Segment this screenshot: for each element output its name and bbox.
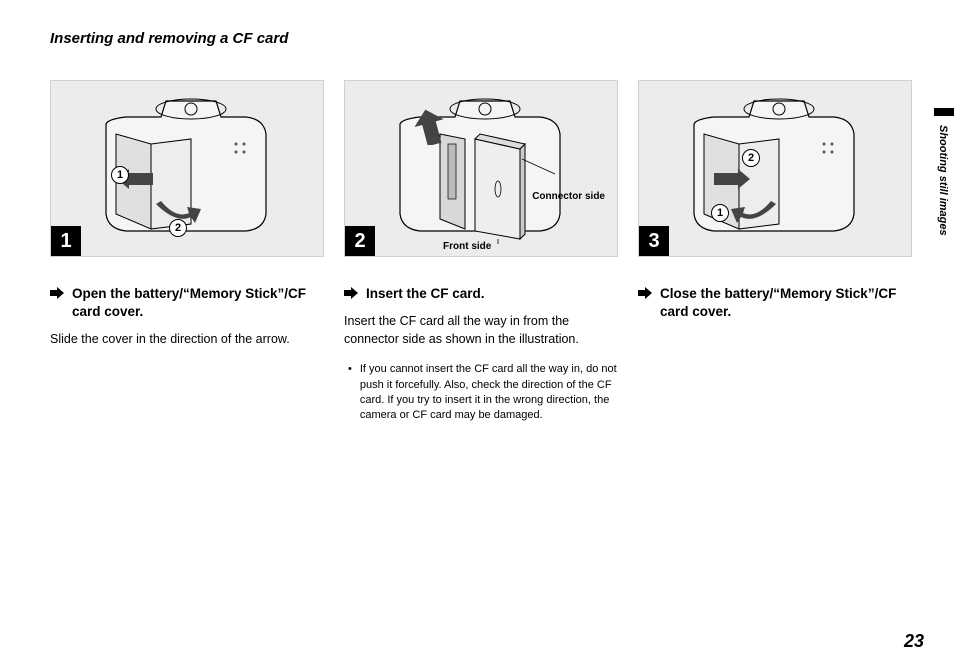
step-2-heading: Insert the CF card. [344,285,618,303]
steps-row: 1 2 1 Open the battery/“Memory Stick”/CF… [50,80,912,424]
step-2: Connector side Front side 2 Insert the C… [344,80,618,424]
heading-arrow-icon [638,287,652,299]
step-1-illustration: 1 2 1 [50,80,324,257]
step-3: 2 1 3 Close the battery/“Memory Stick”/C… [638,80,912,424]
step-number-box: 2 [345,226,375,256]
step-number-box: 1 [51,226,81,256]
callout-connector: Connector side [532,191,605,202]
step-3-heading: Close the battery/“Memory Stick”/CF card… [638,285,912,321]
heading-arrow-icon [50,287,64,299]
step-number-box: 3 [639,226,669,256]
step-heading-text: Close the battery/“Memory Stick”/CF card… [660,285,912,321]
marker-1: 1 [711,204,729,222]
section-side-label: Shooting still images [937,125,949,236]
close-arrow-icon [731,199,781,229]
side-tab-marker [934,108,954,116]
step-heading-text: Open the battery/“Memory Stick”/CF card … [72,285,324,321]
insert-arrow-icon [415,109,445,145]
step-1: 1 2 1 Open the battery/“Memory Stick”/CF… [50,80,324,424]
marker-2: 2 [169,219,187,237]
camera-outline-icon [380,89,580,244]
bullet-text: If you cannot insert the CF card all the… [360,362,618,424]
step-2-bullet: • If you cannot insert the CF card all t… [344,362,618,424]
callout-front: Front side [443,241,491,252]
step-1-heading: Open the battery/“Memory Stick”/CF card … [50,285,324,321]
step-1-body: Slide the cover in the direction of the … [50,331,324,349]
page-number: 23 [904,631,924,652]
slide-arrow-icon [714,169,750,189]
step-2-illustration: Connector side Front side 2 [344,80,618,257]
page-title: Inserting and removing a CF card [50,30,288,47]
marker-1: 1 [111,166,129,184]
heading-arrow-icon [344,287,358,299]
step-heading-text: Insert the CF card. [366,285,485,303]
step-3-illustration: 2 1 3 [638,80,912,257]
step-2-body: Insert the CF card all the way in from t… [344,313,618,348]
marker-2: 2 [742,149,760,167]
bullet-dot-icon: • [348,362,352,424]
